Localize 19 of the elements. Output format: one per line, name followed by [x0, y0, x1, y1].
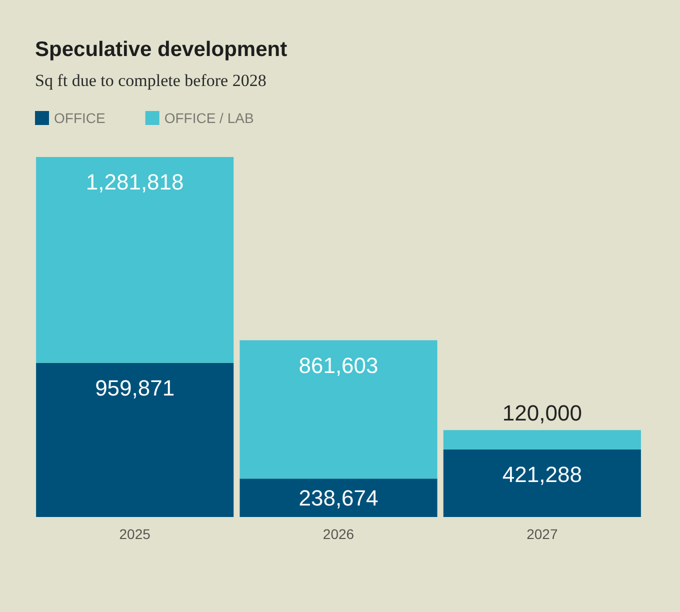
data-label: 120,000 — [502, 400, 582, 426]
bar — [240, 478, 438, 517]
data-label: 238,674 — [298, 485, 378, 510]
data-label: 1,281,818 — [86, 170, 184, 194]
bar — [36, 362, 234, 517]
x-tick-label: 2026 — [322, 526, 354, 542]
bar — [240, 340, 438, 479]
chart-subtitle: Sq ft due to complete before 2028 — [35, 71, 266, 90]
data-label: 421,288 — [502, 462, 582, 487]
legend-label: OFFICE — [54, 110, 106, 126]
chart-title: Speculative development — [35, 38, 288, 61]
bar — [443, 430, 641, 450]
x-tick-label: 2027 — [526, 526, 558, 542]
data-label: 959,871 — [95, 375, 175, 400]
x-tick-label: 2025 — [119, 526, 151, 542]
data-label: 861,603 — [298, 352, 378, 378]
bar — [36, 157, 234, 363]
bar — [443, 449, 641, 517]
legend-label: OFFICE / LAB — [164, 110, 254, 126]
